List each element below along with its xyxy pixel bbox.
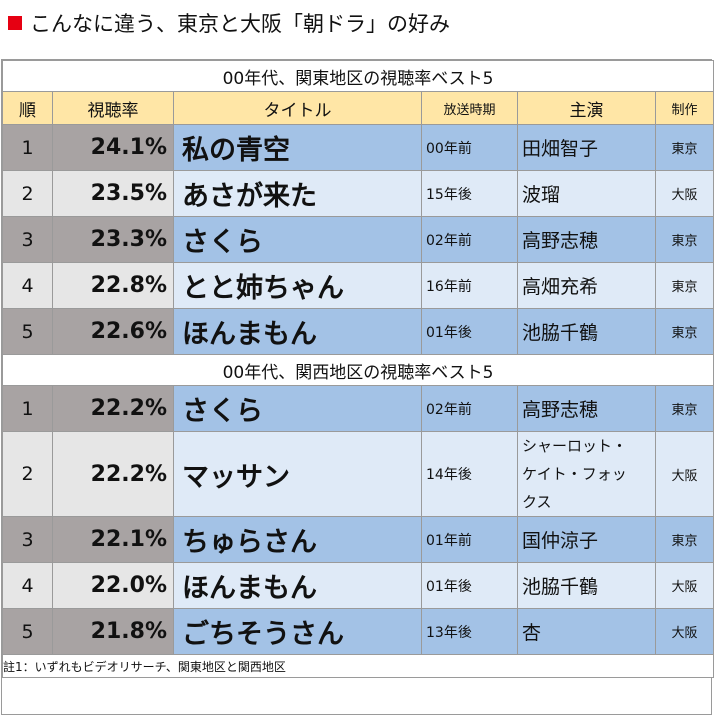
rank-cell: 3 — [2, 216, 53, 263]
rank-cell: 1 — [2, 124, 53, 171]
cast-cell: 杏 — [517, 608, 656, 655]
section-heading-kanto: 00年代、関東地区の視聴率ベスト5 — [1, 60, 714, 92]
producer-cell: 東京 — [654, 262, 714, 309]
table-row: 5 21.8% ごちそうさん 13年後杏大阪 — [2, 608, 714, 655]
airtime-cell: 01年後 — [421, 308, 518, 355]
title-cell: ちゅらさん — [173, 516, 422, 563]
cast-cell: 池脇千鶴 — [517, 562, 656, 609]
airtime-cell: 16年前 — [421, 262, 518, 309]
rating-cell: 22.6% — [52, 308, 174, 355]
header-cast: 主演 — [517, 91, 656, 125]
rank-cell: 2 — [2, 170, 53, 217]
title-cell: さくら — [173, 385, 422, 432]
cast-cell: 高畑充希 — [517, 262, 656, 309]
cast-line: クス — [522, 493, 552, 511]
table-row: 5 22.6% ほんまもん 01年後 池脇千鶴 東京 — [2, 308, 714, 355]
footnote-row: 註1：いずれもビデオリサーチ、関東地区と関西地区 — [1, 654, 714, 678]
table-row: 1 24.1% 私の青空 00年前 田畑智子 東京 — [2, 124, 714, 171]
rating-cell: 21.8% — [52, 608, 174, 655]
rank-cell: 4 — [2, 262, 53, 309]
page-title: こんなに違う、東京と大阪「朝ドラ」の好み — [30, 12, 450, 36]
table-row: 4 22.8% とと姉ちゃん 16年前 高畑充希 東京 — [2, 262, 714, 309]
title-cell: マッサン — [173, 431, 422, 517]
airtime-cell: 00年前 — [421, 124, 518, 171]
title-cell: 私の青空 — [173, 124, 422, 171]
table-row: 3 22.1% ちゅらさん 01年前 国仲涼子 東京 — [2, 516, 714, 563]
cast-cell: 高野志穂 — [517, 216, 656, 263]
airtime-cell: 02年前 — [421, 385, 518, 432]
airtime-cell: 01年前 — [421, 516, 518, 563]
header-airtime: 放送時期 — [421, 91, 518, 125]
producer-cell: 大阪 — [654, 562, 714, 609]
header-rating: 視聴率 — [52, 91, 174, 125]
airtime-cell: 01年後 — [421, 562, 518, 609]
title-cell: とと姉ちゃん — [173, 262, 422, 309]
header-rank: 順 — [2, 91, 53, 125]
table-header-row: 順 視聴率 タイトル 放送時期 主演 制作 — [2, 91, 714, 125]
cast-line: ケイト・フォッ — [522, 465, 627, 483]
cast-cell: 池脇千鶴 — [517, 308, 656, 355]
rank-cell: 3 — [2, 516, 53, 563]
rating-cell: 22.1% — [52, 516, 174, 563]
section-heading-text: 00年代、関西地区の視聴率ベスト5 — [1, 354, 714, 386]
airtime-cell: 15年後 — [421, 170, 518, 217]
cast-cell: 高野志穂 — [517, 385, 656, 432]
producer-cell: 大阪 — [654, 608, 714, 655]
ratings-table-frame: 00年代、関東地区の視聴率ベスト5 順 視聴率 タイトル 放送時期 主演 制作 … — [1, 59, 714, 715]
airtime-cell: 13年後 — [421, 608, 518, 655]
rank-cell: 5 — [2, 308, 53, 355]
rating-cell: 23.5% — [52, 170, 174, 217]
cast-line: シャーロット・ — [522, 437, 628, 455]
header-title: タイトル — [173, 91, 422, 125]
producer-cell: 東京 — [654, 308, 714, 355]
rank-cell: 2 — [2, 431, 53, 517]
cast-cell: 田畑智子 — [517, 124, 656, 171]
cast-cell: シャーロット・ ケイト・フォッ クス — [517, 431, 656, 517]
producer-cell: 大阪 — [654, 170, 714, 217]
table-row: 2 23.5% あさが来た 15年後 波瑠 大阪 — [2, 170, 714, 217]
table-row: 1 22.2% さくら 02年前 高野志穂 東京 — [2, 385, 714, 432]
red-square-icon — [8, 16, 22, 30]
airtime-cell: 14年後 — [421, 431, 518, 517]
rating-cell: 22.2% — [52, 431, 174, 517]
table-row: 3 23.3% さくら 02年前 高野志穂 東京 — [2, 216, 714, 263]
title-cell: さくら — [173, 216, 422, 263]
rank-cell: 4 — [2, 562, 53, 609]
cast-cell: 国仲涼子 — [517, 516, 656, 563]
producer-cell: 東京 — [654, 385, 714, 432]
rating-cell: 23.3% — [52, 216, 174, 263]
table-row: 2 22.2% マッサン 14年後 シャーロット・ ケイト・フォッ クス 大阪 — [2, 431, 714, 517]
table-row: 4 22.0% ほんまもん 01年後 池脇千鶴 大阪 — [2, 562, 714, 609]
rating-cell: 22.2% — [52, 385, 174, 432]
title-cell: ほんまもん — [173, 562, 422, 609]
rank-cell: 5 — [2, 608, 53, 655]
section-heading-text: 00年代、関東地区の視聴率ベスト5 — [1, 60, 714, 92]
page-header: こんなに違う、東京と大阪「朝ドラ」の好み — [0, 0, 714, 46]
producer-cell: 大阪 — [654, 431, 714, 517]
rating-cell: 24.1% — [52, 124, 174, 171]
producer-cell: 東京 — [654, 216, 714, 263]
title-cell: ごちそうさん — [173, 608, 422, 655]
footnote: 註1：いずれもビデオリサーチ、関東地区と関西地区 — [1, 654, 714, 678]
section-heading-kansai: 00年代、関西地区の視聴率ベスト5 — [1, 354, 714, 386]
rating-cell: 22.0% — [52, 562, 174, 609]
rating-cell: 22.8% — [52, 262, 174, 309]
rank-cell: 1 — [2, 385, 53, 432]
title-cell: ほんまもん — [173, 308, 422, 355]
header-producer: 制作 — [654, 91, 714, 125]
cast-cell: 波瑠 — [517, 170, 656, 217]
airtime-cell: 02年前 — [421, 216, 518, 263]
producer-cell: 東京 — [654, 124, 714, 171]
ratings-table: 00年代、関東地区の視聴率ベスト5 順 視聴率 タイトル 放送時期 主演 制作 … — [1, 60, 714, 678]
title-cell: あさが来た — [173, 170, 422, 217]
producer-cell: 東京 — [654, 516, 714, 563]
